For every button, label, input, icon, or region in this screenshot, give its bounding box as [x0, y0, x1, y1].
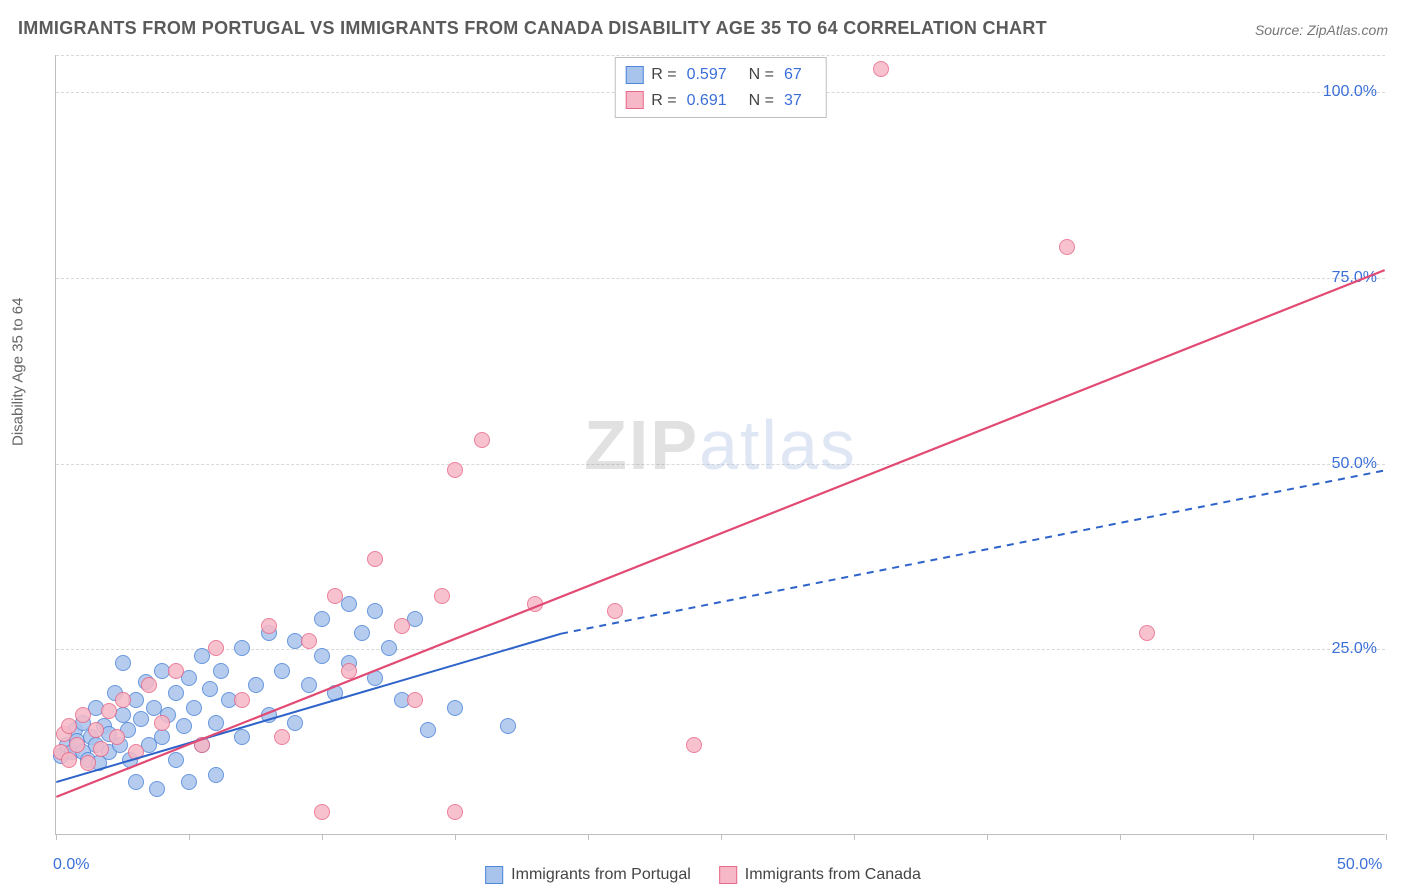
legend-swatch [719, 866, 737, 884]
legend-item-portugal: Immigrants from Portugal [485, 866, 691, 884]
trend-line [56, 634, 561, 782]
legend-swatch [485, 866, 503, 884]
x-tick [455, 834, 456, 840]
legend-r-value: 0.597 [687, 62, 727, 88]
legend-label: Immigrants from Canada [745, 866, 921, 884]
x-tick [1120, 834, 1121, 840]
legend-n-value: 37 [784, 88, 802, 114]
legend-r-label: R = [651, 62, 676, 88]
series-legend: Immigrants from Portugal Immigrants from … [485, 866, 921, 884]
x-tick [56, 834, 57, 840]
x-tick-label-max: 50.0% [1337, 856, 1382, 874]
x-tick [854, 834, 855, 840]
legend-row-canada: R = 0.691 N = 37 [625, 88, 816, 114]
legend-row-portugal: R = 0.597 N = 67 [625, 62, 816, 88]
legend-r-value: 0.691 [687, 88, 727, 114]
correlation-legend: R = 0.597 N = 67 R = 0.691 N = 37 [614, 57, 827, 118]
x-tick [1386, 834, 1387, 840]
legend-r-label: R = [651, 88, 676, 114]
trend-line [56, 270, 1384, 797]
x-tick [322, 834, 323, 840]
chart-title: IMMIGRANTS FROM PORTUGAL VS IMMIGRANTS F… [18, 18, 1047, 39]
legend-label: Immigrants from Portugal [511, 866, 691, 884]
plot-area: ZIPatlas R =0.597N =67R =0.691N =37 25.0… [55, 55, 1385, 835]
legend-n-label: N = [749, 62, 774, 88]
x-tick [721, 834, 722, 840]
y-axis-title: Disability Age 35 to 64 [10, 298, 27, 446]
x-tick [588, 834, 589, 840]
legend-item-canada: Immigrants from Canada [719, 866, 921, 884]
legend-n-value: 67 [784, 62, 802, 88]
legend-n-label: N = [749, 88, 774, 114]
trend-lines [56, 55, 1385, 834]
legend-swatch [625, 91, 643, 109]
x-tick [987, 834, 988, 840]
source-label: Source: ZipAtlas.com [1255, 22, 1388, 38]
x-tick [1253, 834, 1254, 840]
x-tick-label-min: 0.0% [53, 856, 89, 874]
x-tick [189, 834, 190, 840]
trend-line [561, 470, 1385, 633]
legend-swatch [625, 66, 643, 84]
